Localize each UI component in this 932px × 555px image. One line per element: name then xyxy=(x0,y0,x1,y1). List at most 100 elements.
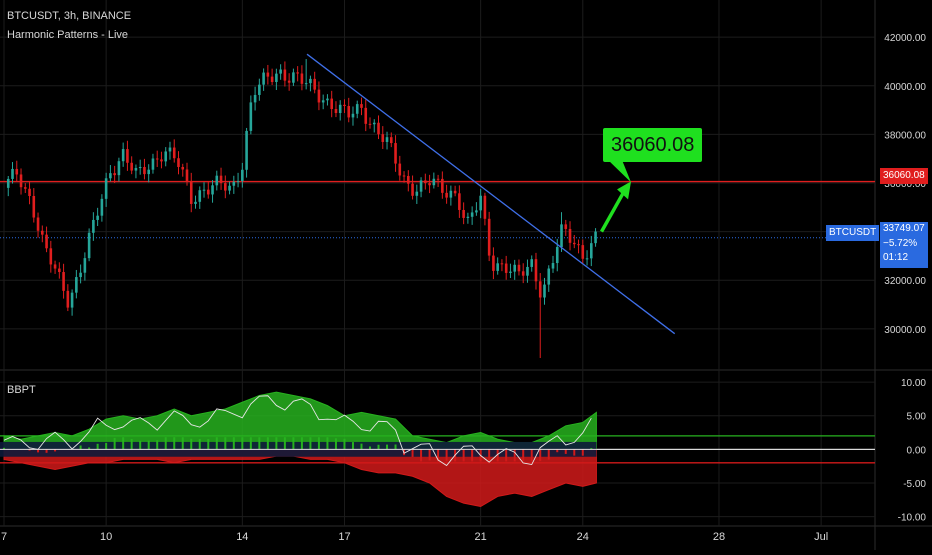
candle-body xyxy=(347,106,350,117)
candle-body xyxy=(539,281,542,297)
candle-body xyxy=(335,109,338,113)
candle-body xyxy=(224,183,227,190)
candle-body xyxy=(471,212,474,216)
indicator-name: Harmonic Patterns - Live xyxy=(7,29,128,41)
candle-body xyxy=(75,277,78,293)
candle-body xyxy=(245,131,248,170)
indicator-y-tick-label: -10.00 xyxy=(898,513,927,524)
x-tick-label: 14 xyxy=(236,531,248,543)
candle-body xyxy=(284,70,287,81)
candle-body xyxy=(424,180,427,183)
candle-body xyxy=(7,179,10,188)
candle-body xyxy=(484,196,487,219)
candle-body xyxy=(581,245,584,259)
bbpt-histogram-bar xyxy=(284,437,286,449)
bbpt-histogram-bar xyxy=(488,449,490,461)
y-tick-label: 40000.00 xyxy=(884,82,926,93)
candle-body xyxy=(330,99,333,109)
candle-body xyxy=(488,219,491,256)
bbpt-histogram-bar xyxy=(233,437,235,449)
bbpt-histogram-bar xyxy=(412,449,414,457)
candle-body xyxy=(126,149,129,163)
candle-body xyxy=(198,190,201,202)
bbpt-histogram-bar xyxy=(258,437,260,449)
bbpt-histogram-bar xyxy=(190,439,192,450)
bbpt-histogram-bar xyxy=(46,449,48,452)
candle-body xyxy=(454,191,457,194)
candle-body xyxy=(505,264,508,273)
candle-body xyxy=(267,73,270,77)
y-tick-label: 30000.00 xyxy=(884,325,926,336)
candle-body xyxy=(228,186,231,191)
candle-body xyxy=(496,263,499,271)
x-tick-label: 21 xyxy=(475,531,487,543)
candle-body xyxy=(45,235,48,249)
candle-body xyxy=(271,77,274,82)
bbpt-histogram-bar xyxy=(343,439,345,450)
candle-body xyxy=(577,244,580,245)
candle-body xyxy=(130,163,133,171)
candle-body xyxy=(32,196,35,218)
candle-body xyxy=(67,291,70,308)
indicator-y-tick-label: -5.00 xyxy=(903,479,926,490)
candle-body xyxy=(101,199,104,216)
bbpt-histogram-bar xyxy=(582,449,584,455)
bbpt-histogram-bar xyxy=(207,439,209,449)
bbpt-histogram-bar xyxy=(318,437,320,449)
candle-body xyxy=(318,90,321,103)
candle-body xyxy=(535,259,538,281)
candle-body xyxy=(139,167,142,168)
candle-body xyxy=(509,272,512,273)
candle-body xyxy=(586,258,589,259)
candle-body xyxy=(147,170,150,174)
bbpt-histogram-bar xyxy=(173,437,175,449)
candle-body xyxy=(118,161,121,175)
candle-body xyxy=(369,124,372,125)
x-tick-label: 10 xyxy=(100,531,112,543)
candle-body xyxy=(211,185,214,194)
x-tick-label: 7 xyxy=(1,531,7,543)
candle-body xyxy=(88,233,91,258)
candle-body xyxy=(92,220,95,233)
candle-body xyxy=(398,164,401,176)
bbpt-histogram-bar xyxy=(309,437,311,449)
candle-body xyxy=(262,73,265,85)
candle-body xyxy=(428,183,431,185)
candle-body xyxy=(513,265,516,272)
candle-body xyxy=(475,210,478,212)
bbpt-histogram-bar xyxy=(148,441,150,450)
x-tick-label: 28 xyxy=(713,531,725,543)
bbpt-histogram-bar xyxy=(131,439,133,449)
candle-body xyxy=(322,100,325,102)
y-tick-label: 42000.00 xyxy=(884,33,926,44)
candle-body xyxy=(390,137,393,143)
indicator-y-tick-label: 0.00 xyxy=(907,445,927,456)
candle-body xyxy=(11,169,14,179)
candle-body xyxy=(381,134,384,142)
candle-body xyxy=(156,159,159,160)
bbpt-histogram-bar xyxy=(429,449,431,460)
candle-body xyxy=(560,224,563,247)
bbpt-histogram-bar xyxy=(463,449,465,461)
candle-body xyxy=(79,273,82,277)
candle-body xyxy=(194,202,197,204)
last-price-box: 33749.07 −5.72% 01:12 xyxy=(880,222,928,268)
bbpt-bull-power-area xyxy=(4,392,596,449)
candle-body xyxy=(518,265,521,272)
bbpt-histogram-bar xyxy=(326,437,328,449)
bbpt-histogram-bar xyxy=(97,444,99,450)
bbpt-histogram-bar xyxy=(395,444,397,449)
candle-body xyxy=(394,143,397,164)
candle-body xyxy=(254,95,257,102)
candle-body xyxy=(62,272,65,291)
candle-body xyxy=(569,229,572,243)
candle-body xyxy=(360,104,363,108)
candle-body xyxy=(564,224,567,229)
x-tick-label: Jul xyxy=(814,531,828,543)
bbpt-histogram-bar xyxy=(267,437,269,449)
candle-body xyxy=(364,108,367,124)
bbpt-histogram-bar xyxy=(241,437,243,449)
candle-body xyxy=(237,181,240,182)
